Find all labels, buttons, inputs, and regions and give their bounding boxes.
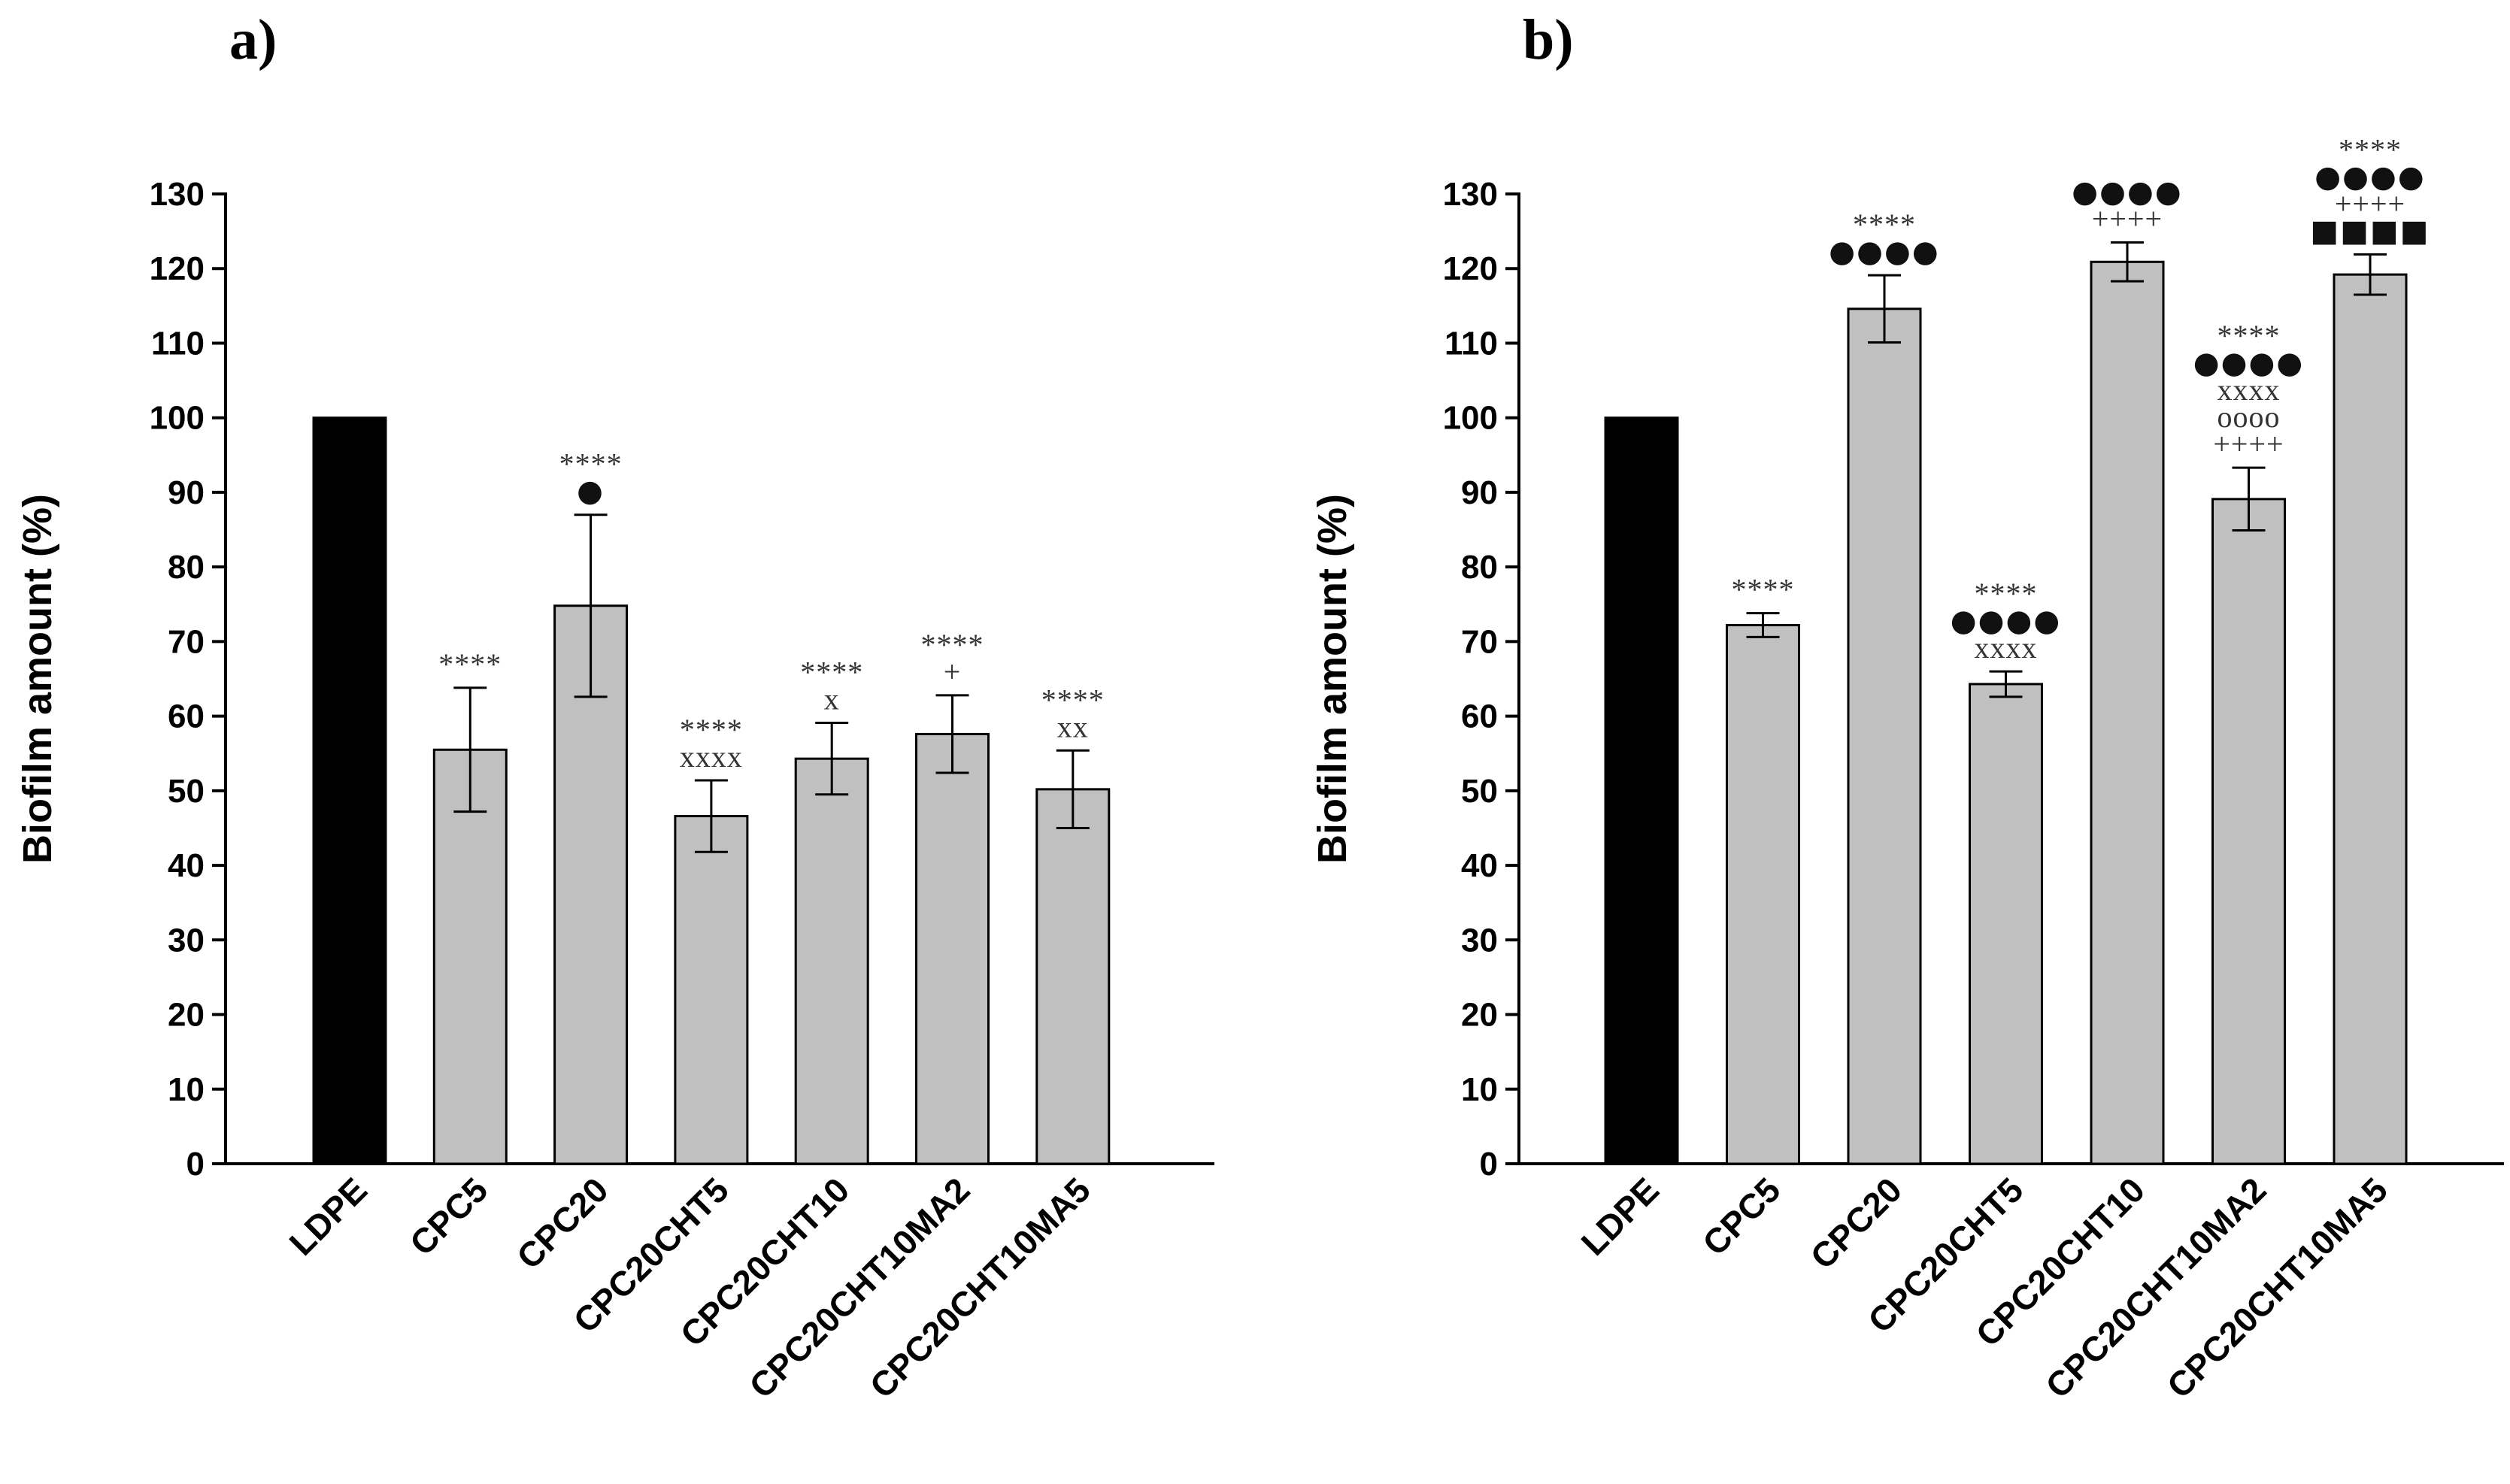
y-tick-label: 50 <box>1461 773 1498 810</box>
y-tick-label: 60 <box>168 698 205 735</box>
y-tick-label: 130 <box>1443 176 1498 213</box>
bar-CPC20CHT5 <box>1969 683 2043 1165</box>
y-tick-label: 10 <box>168 1071 205 1108</box>
y-tick-label: 40 <box>1461 847 1498 884</box>
bar-CPC20CHT10MA5 <box>1035 788 1111 1165</box>
bar-CPC20CHT10MA2 <box>915 732 990 1165</box>
significance-mark: **** <box>2217 319 2281 353</box>
significance-mark: ●●●● <box>2314 159 2426 194</box>
y-tick-label: 10 <box>1461 1071 1498 1108</box>
significance-mark: **** <box>1853 207 1916 241</box>
y-tick-label: 70 <box>168 623 205 660</box>
significance-mark: **** <box>2339 132 2402 166</box>
chart-panel-a: a) Biofilm amount (%) 0 10 20 30 40 50 60 70 80 90 1… <box>15 8 1214 1406</box>
significance-mark: xx <box>1057 710 1089 744</box>
significance-mark: ■■■■ <box>2310 214 2430 248</box>
bar-CPC5 <box>432 748 508 1165</box>
significance-mark: **** <box>1041 683 1105 716</box>
y-tick-label: 120 <box>1443 250 1498 287</box>
x-tick-label: CPC20 <box>1802 1170 1909 1277</box>
significance-mark: xxxx <box>2217 373 2281 407</box>
x-tick-label: CPC20CHT10MA2 <box>2038 1170 2273 1405</box>
y-tick-label: 100 <box>1443 400 1498 437</box>
x-tick-label: CPC20CHT10MA5 <box>862 1170 1098 1405</box>
significance-mark: oooo <box>2217 400 2281 434</box>
y-tick-label: 70 <box>1461 623 1498 660</box>
significance-mark: ++++ <box>2335 186 2405 220</box>
y-tick-label: 30 <box>168 922 205 959</box>
y-tick-label: 20 <box>168 997 205 1034</box>
x-tick-label: CPC5 <box>402 1170 496 1263</box>
y-tick-label: 90 <box>1461 474 1498 511</box>
chart-panel-b: b) Biofilm amount (%) 0 10 20 30 40 50 60 70 80 90 1… <box>1310 8 2504 1406</box>
significance-mark: ● <box>577 474 605 509</box>
x-tick-label: CPC20CHT10MA2 <box>741 1170 977 1405</box>
significance-mark: ++++ <box>2092 202 2163 236</box>
x-tick-label: CPC5 <box>1695 1170 1788 1263</box>
significance-mark: ●●●● <box>1829 235 1940 269</box>
significance-mark: **** <box>800 656 863 689</box>
bar-CPC20CHT10 <box>794 757 869 1165</box>
bar-CPC20 <box>553 604 629 1165</box>
y-tick-label: 80 <box>1461 549 1498 586</box>
significance-mark: **** <box>921 628 984 662</box>
significance-mark: ++++ <box>2213 427 2284 461</box>
significance-mark: **** <box>680 713 743 747</box>
panel-label: b) <box>1523 8 1574 71</box>
significance-mark: **** <box>438 647 502 681</box>
bar-LDPE <box>1604 416 1679 1165</box>
x-tick-label: CPC20CHT10MA5 <box>2160 1170 2395 1405</box>
y-tick-label: 0 <box>1480 1146 1498 1183</box>
significance-mark: **** <box>559 447 623 481</box>
significance-mark: ●●●● <box>1951 604 2062 638</box>
bar-CPC20CHT10 <box>2090 260 2165 1165</box>
bar-CPC20CHT10MA2 <box>2211 498 2286 1165</box>
x-tick-label: LDPE <box>1574 1170 1667 1263</box>
y-tick-label: 120 <box>150 250 205 287</box>
panel-label: a) <box>229 8 277 71</box>
significance-mark: x <box>824 683 840 716</box>
significance-mark: ●●●● <box>2193 346 2305 380</box>
x-tick-label: CPC20 <box>509 1170 616 1277</box>
significance-mark: **** <box>1975 577 2038 610</box>
y-axis-title: Biofilm amount (%) <box>15 494 60 864</box>
y-axis-title: Biofilm amount (%) <box>1310 494 1355 864</box>
y-tick-label: 60 <box>1461 698 1498 735</box>
bar-CPC20 <box>1847 307 1922 1165</box>
y-tick-label: 90 <box>168 474 205 511</box>
y-tick-label: 20 <box>1461 997 1498 1034</box>
significance-mark: + <box>944 655 962 689</box>
significance-mark: ●●●● <box>2072 175 2183 210</box>
y-tick-label: 0 <box>186 1146 205 1183</box>
y-tick-label: 100 <box>150 400 205 437</box>
significance-mark: xxxx <box>680 740 743 774</box>
significance-mark: **** <box>1732 573 1795 607</box>
y-tick-label: 40 <box>168 847 205 884</box>
bar-CPC20CHT5 <box>674 815 749 1165</box>
bar-CPC20CHT10MA5 <box>2333 273 2408 1165</box>
significance-mark: xxxx <box>1975 631 2038 665</box>
x-tick-label: LDPE <box>282 1170 375 1263</box>
y-tick-label: 50 <box>168 773 205 810</box>
bar-CPC5 <box>1726 624 1800 1165</box>
y-tick-label: 80 <box>168 549 205 586</box>
y-tick-label: 110 <box>1444 325 1498 362</box>
y-tick-label: 110 <box>151 325 205 362</box>
y-tick-label: 30 <box>1461 922 1498 959</box>
y-tick-label: 130 <box>150 176 205 213</box>
bar-LDPE <box>312 416 387 1165</box>
